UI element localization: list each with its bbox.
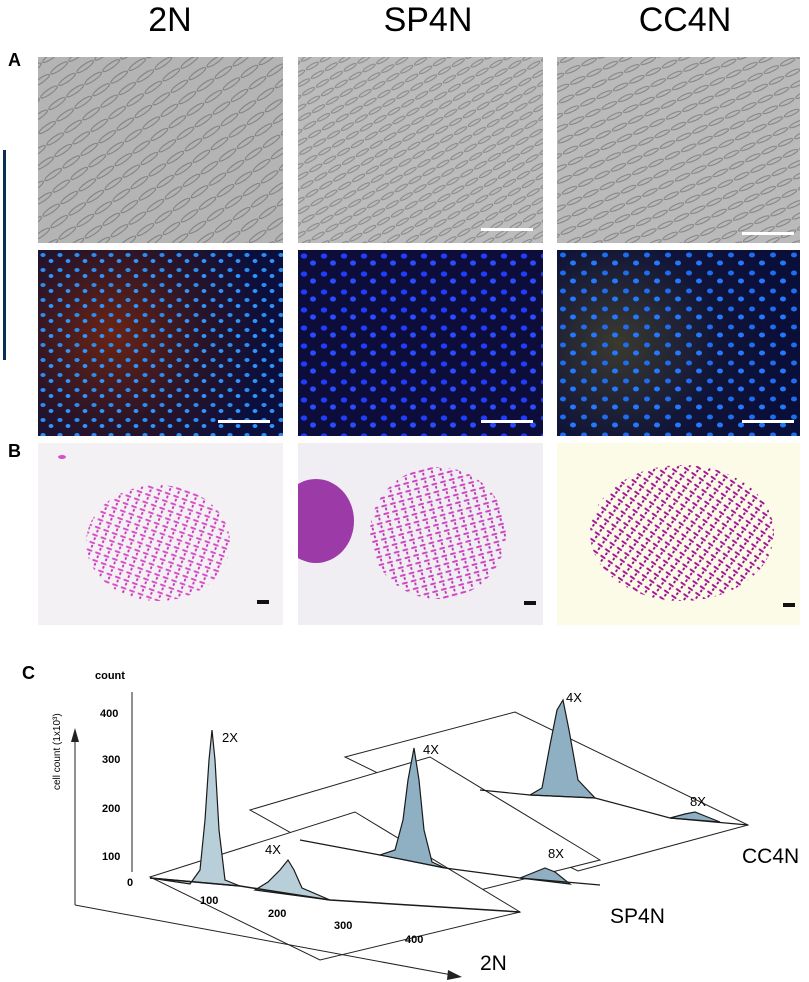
- chart-y-axis-label: cell count (1x10³): [52, 713, 63, 790]
- scale-bar: [742, 420, 794, 423]
- peak-cc4n-8x: [669, 811, 721, 823]
- series-label-cc4n: CC4N: [742, 845, 800, 868]
- nuclei-texture: [298, 250, 543, 436]
- peak-sp4n-4x: [377, 747, 446, 869]
- panel-label-b: B: [8, 441, 21, 461]
- y-tick-label: 100: [102, 851, 121, 863]
- cell-texture: [298, 57, 543, 243]
- cell-texture: [557, 57, 800, 243]
- brightfield-image-cc4n: [557, 57, 800, 243]
- y-tick-label: 400: [100, 708, 119, 720]
- scale-bar: [257, 600, 269, 604]
- cell-texture: [38, 57, 283, 243]
- column-heading-2n: 2N: [148, 1, 192, 39]
- peak-label: 4X: [566, 690, 582, 705]
- x-tick-label: 200: [268, 908, 287, 920]
- peak-label: 4X: [265, 842, 281, 857]
- peak-cc4n-4x: [527, 698, 597, 799]
- plane-sp4n: [248, 756, 602, 906]
- brightfield-image-2n: [38, 57, 283, 243]
- brightfield-image-sp4n: [298, 57, 543, 243]
- side-accent-line: [3, 150, 6, 360]
- baseline-cc4n: [479, 789, 749, 826]
- y-tick-label: 200: [102, 803, 121, 815]
- nuclei-texture: [557, 250, 800, 436]
- peak-2n-2x: [149, 729, 241, 887]
- peak-label: 8X: [690, 794, 706, 809]
- scale-bar: [783, 603, 795, 607]
- chromosome-spread-graphic: [58, 455, 230, 601]
- chromosome-spread-cc4n: [557, 443, 800, 625]
- series-label-sp4n: SP4N: [610, 905, 665, 928]
- fluorescence-image-2n: [38, 250, 283, 436]
- series-label-2n: 2N: [480, 952, 507, 975]
- peak-label: 4X: [423, 742, 439, 757]
- x-tick-label: 300: [334, 920, 353, 932]
- peak-label: 2X: [222, 730, 238, 745]
- y-tick-label: 0: [127, 877, 134, 889]
- fluorescence-image-cc4n: [557, 250, 800, 436]
- chromosome-spread-2n: [38, 443, 283, 625]
- y-tick-label: 300: [102, 754, 121, 766]
- column-heading-sp4n: SP4N: [383, 1, 473, 39]
- scale-bar: [524, 601, 536, 605]
- panel-label-a: A: [8, 50, 21, 70]
- fluorescence-image-sp4n: [298, 250, 543, 436]
- peak-label: 8X: [548, 846, 564, 861]
- chart-y-top-label: count: [95, 670, 125, 682]
- scale-bar: [481, 228, 533, 231]
- plane-cc4n: [343, 711, 750, 872]
- nuclei-texture: [38, 250, 283, 436]
- chromosome-spread-graphic: [298, 467, 506, 599]
- arrow-head-icon: [447, 970, 462, 980]
- scale-bar: [481, 420, 533, 423]
- x-tick-label: 400: [405, 934, 424, 946]
- x-tick-label: 100: [200, 895, 219, 907]
- x-arrow-line: [74, 904, 453, 976]
- peak-sp4n-8x: [519, 867, 573, 885]
- plane-2n: [148, 811, 522, 961]
- scale-bar: [218, 420, 270, 423]
- column-heading-cc4n: CC4N: [638, 1, 732, 39]
- arrow-head-icon: [71, 728, 79, 742]
- chromosome-spread-graphic: [590, 465, 774, 601]
- chromosome-spread-sp4n: [298, 443, 543, 625]
- panel-label-c: C: [22, 663, 35, 683]
- peak-2n-4x: [253, 858, 331, 901]
- scale-bar: [742, 232, 794, 235]
